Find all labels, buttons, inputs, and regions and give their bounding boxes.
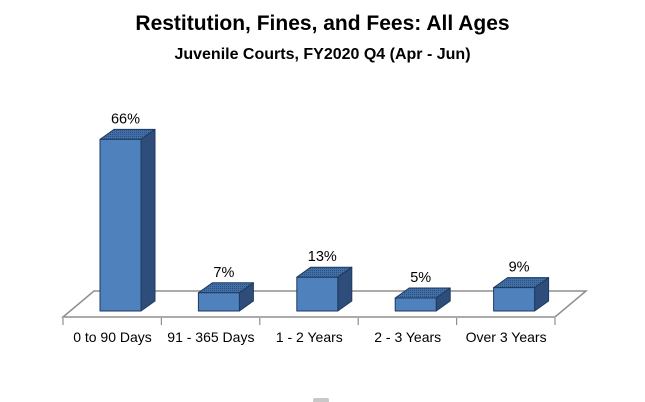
bar-data-label: 9% [509,260,530,276]
bar-data-label: 7% [213,265,234,281]
bar-column-front [493,287,536,312]
bar-data-label: 66% [111,111,140,127]
bar-column-front [296,276,339,312]
bar-column-front [99,138,142,312]
chart-subtitle: Juvenile Courts, FY2020 Q4 (Apr - Jun) [174,46,471,63]
chart-title: Restitution, Fines, and Fees: All Ages [135,12,510,35]
bar-column-front [394,297,437,312]
bar-column-front [197,292,240,312]
bar-data-label: 5% [410,270,431,286]
bottom-edge-artifact [313,398,329,402]
chart-floor [60,290,589,318]
bar-data-label: 13% [308,249,337,265]
bar-column-side [140,128,156,312]
